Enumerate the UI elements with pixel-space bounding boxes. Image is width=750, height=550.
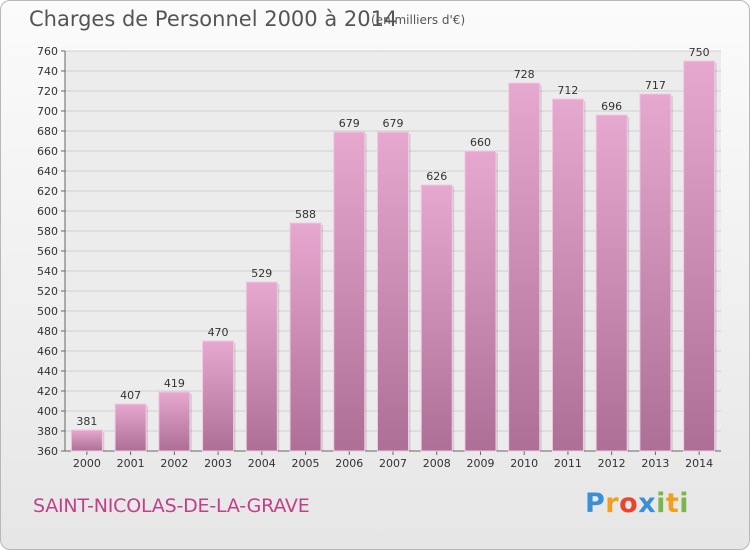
value-label-2010: 728 [514, 68, 535, 81]
value-label-2003: 470 [208, 326, 229, 339]
y-tick-label: 620 [37, 185, 58, 198]
y-tick-label: 360 [37, 445, 58, 458]
bar-2000 [70, 429, 103, 452]
bar-2009 [464, 150, 497, 452]
value-label-2007: 679 [383, 117, 404, 130]
x-tick-label-2003: 2003 [204, 457, 232, 470]
y-tick-label: 640 [37, 165, 58, 178]
y-tick-label: 580 [37, 225, 58, 238]
value-label-2012: 696 [601, 100, 622, 113]
x-tick-label-2005: 2005 [292, 457, 320, 470]
x-tick-label-2009: 2009 [466, 457, 494, 470]
y-tick-label: 700 [37, 105, 58, 118]
x-tick-label-2008: 2008 [423, 457, 451, 470]
y-tick-label: 680 [37, 125, 58, 138]
x-tick-label-2012: 2012 [598, 457, 626, 470]
y-tick-label: 440 [37, 365, 58, 378]
chart-title: Charges de Personnel 2000 à 2014 [29, 7, 398, 31]
x-tick-label-2013: 2013 [641, 457, 669, 470]
y-tick-label: 720 [37, 85, 58, 98]
y-tick-label: 560 [37, 245, 58, 258]
value-label-2009: 660 [470, 136, 491, 149]
x-tick-label-2001: 2001 [117, 457, 145, 470]
x-tick-label-2006: 2006 [335, 457, 363, 470]
y-tick-label: 740 [37, 65, 58, 78]
y-tick-label: 540 [37, 265, 58, 278]
y-tick-label: 400 [37, 405, 58, 418]
bar-2003 [202, 340, 235, 452]
value-label-2002: 419 [164, 377, 185, 390]
value-label-2013: 717 [645, 79, 666, 92]
y-tick-label: 660 [37, 145, 58, 158]
y-tick-label: 380 [37, 425, 58, 438]
x-tick-label-2000: 2000 [73, 457, 101, 470]
x-tick-label-2004: 2004 [248, 457, 276, 470]
y-tick-label: 460 [37, 345, 58, 358]
bar-2014 [683, 60, 716, 452]
bar-2008 [420, 184, 453, 452]
y-tick-label: 420 [37, 385, 58, 398]
y-tick-label: 600 [37, 205, 58, 218]
bar-2004 [245, 281, 278, 452]
bar-2012 [595, 114, 628, 452]
x-tick-label-2007: 2007 [379, 457, 407, 470]
bar-2006 [333, 131, 366, 452]
chart-subtitle: (en milliers d'€) [371, 13, 466, 27]
bar-2011 [551, 98, 584, 452]
value-label-2008: 626 [426, 170, 447, 183]
labels: 381 407 419 470 529 588 679 679 626 660 728 712 696 7… [76, 46, 709, 428]
y-tick-label: 480 [37, 325, 58, 338]
y-tick-label: 760 [37, 45, 58, 58]
proxiti-logo[interactable]: Proxiti [585, 488, 690, 519]
town-name: SAINT-NICOLAS-DE-LA-GRAVE [33, 495, 310, 517]
bar-2007 [377, 131, 409, 452]
value-label-2006: 679 [339, 117, 360, 130]
value-label-2000: 381 [76, 415, 97, 428]
value-label-2011: 712 [557, 84, 578, 97]
bar-2001 [114, 403, 147, 452]
x-tick-label-2002: 2002 [160, 457, 188, 470]
y-tick-label: 520 [37, 285, 58, 298]
bar-2010 [508, 82, 541, 452]
x-tick-label-2014: 2014 [685, 457, 713, 470]
x-tick-label-2011: 2011 [554, 457, 582, 470]
axes: 360 380 400 420 440 460 480 500 520 540 560 580 600 6… [37, 45, 721, 470]
bar-2013 [639, 93, 672, 452]
x-tick-label-2010: 2010 [510, 457, 538, 470]
value-label-2005: 588 [295, 208, 316, 221]
value-label-2001: 407 [120, 389, 141, 402]
bars [70, 60, 717, 452]
bar-2002 [158, 391, 191, 452]
y-tick-label: 500 [37, 305, 58, 318]
bar-2005 [289, 222, 322, 452]
value-label-2014: 750 [689, 46, 710, 59]
value-label-2004: 529 [251, 267, 272, 280]
